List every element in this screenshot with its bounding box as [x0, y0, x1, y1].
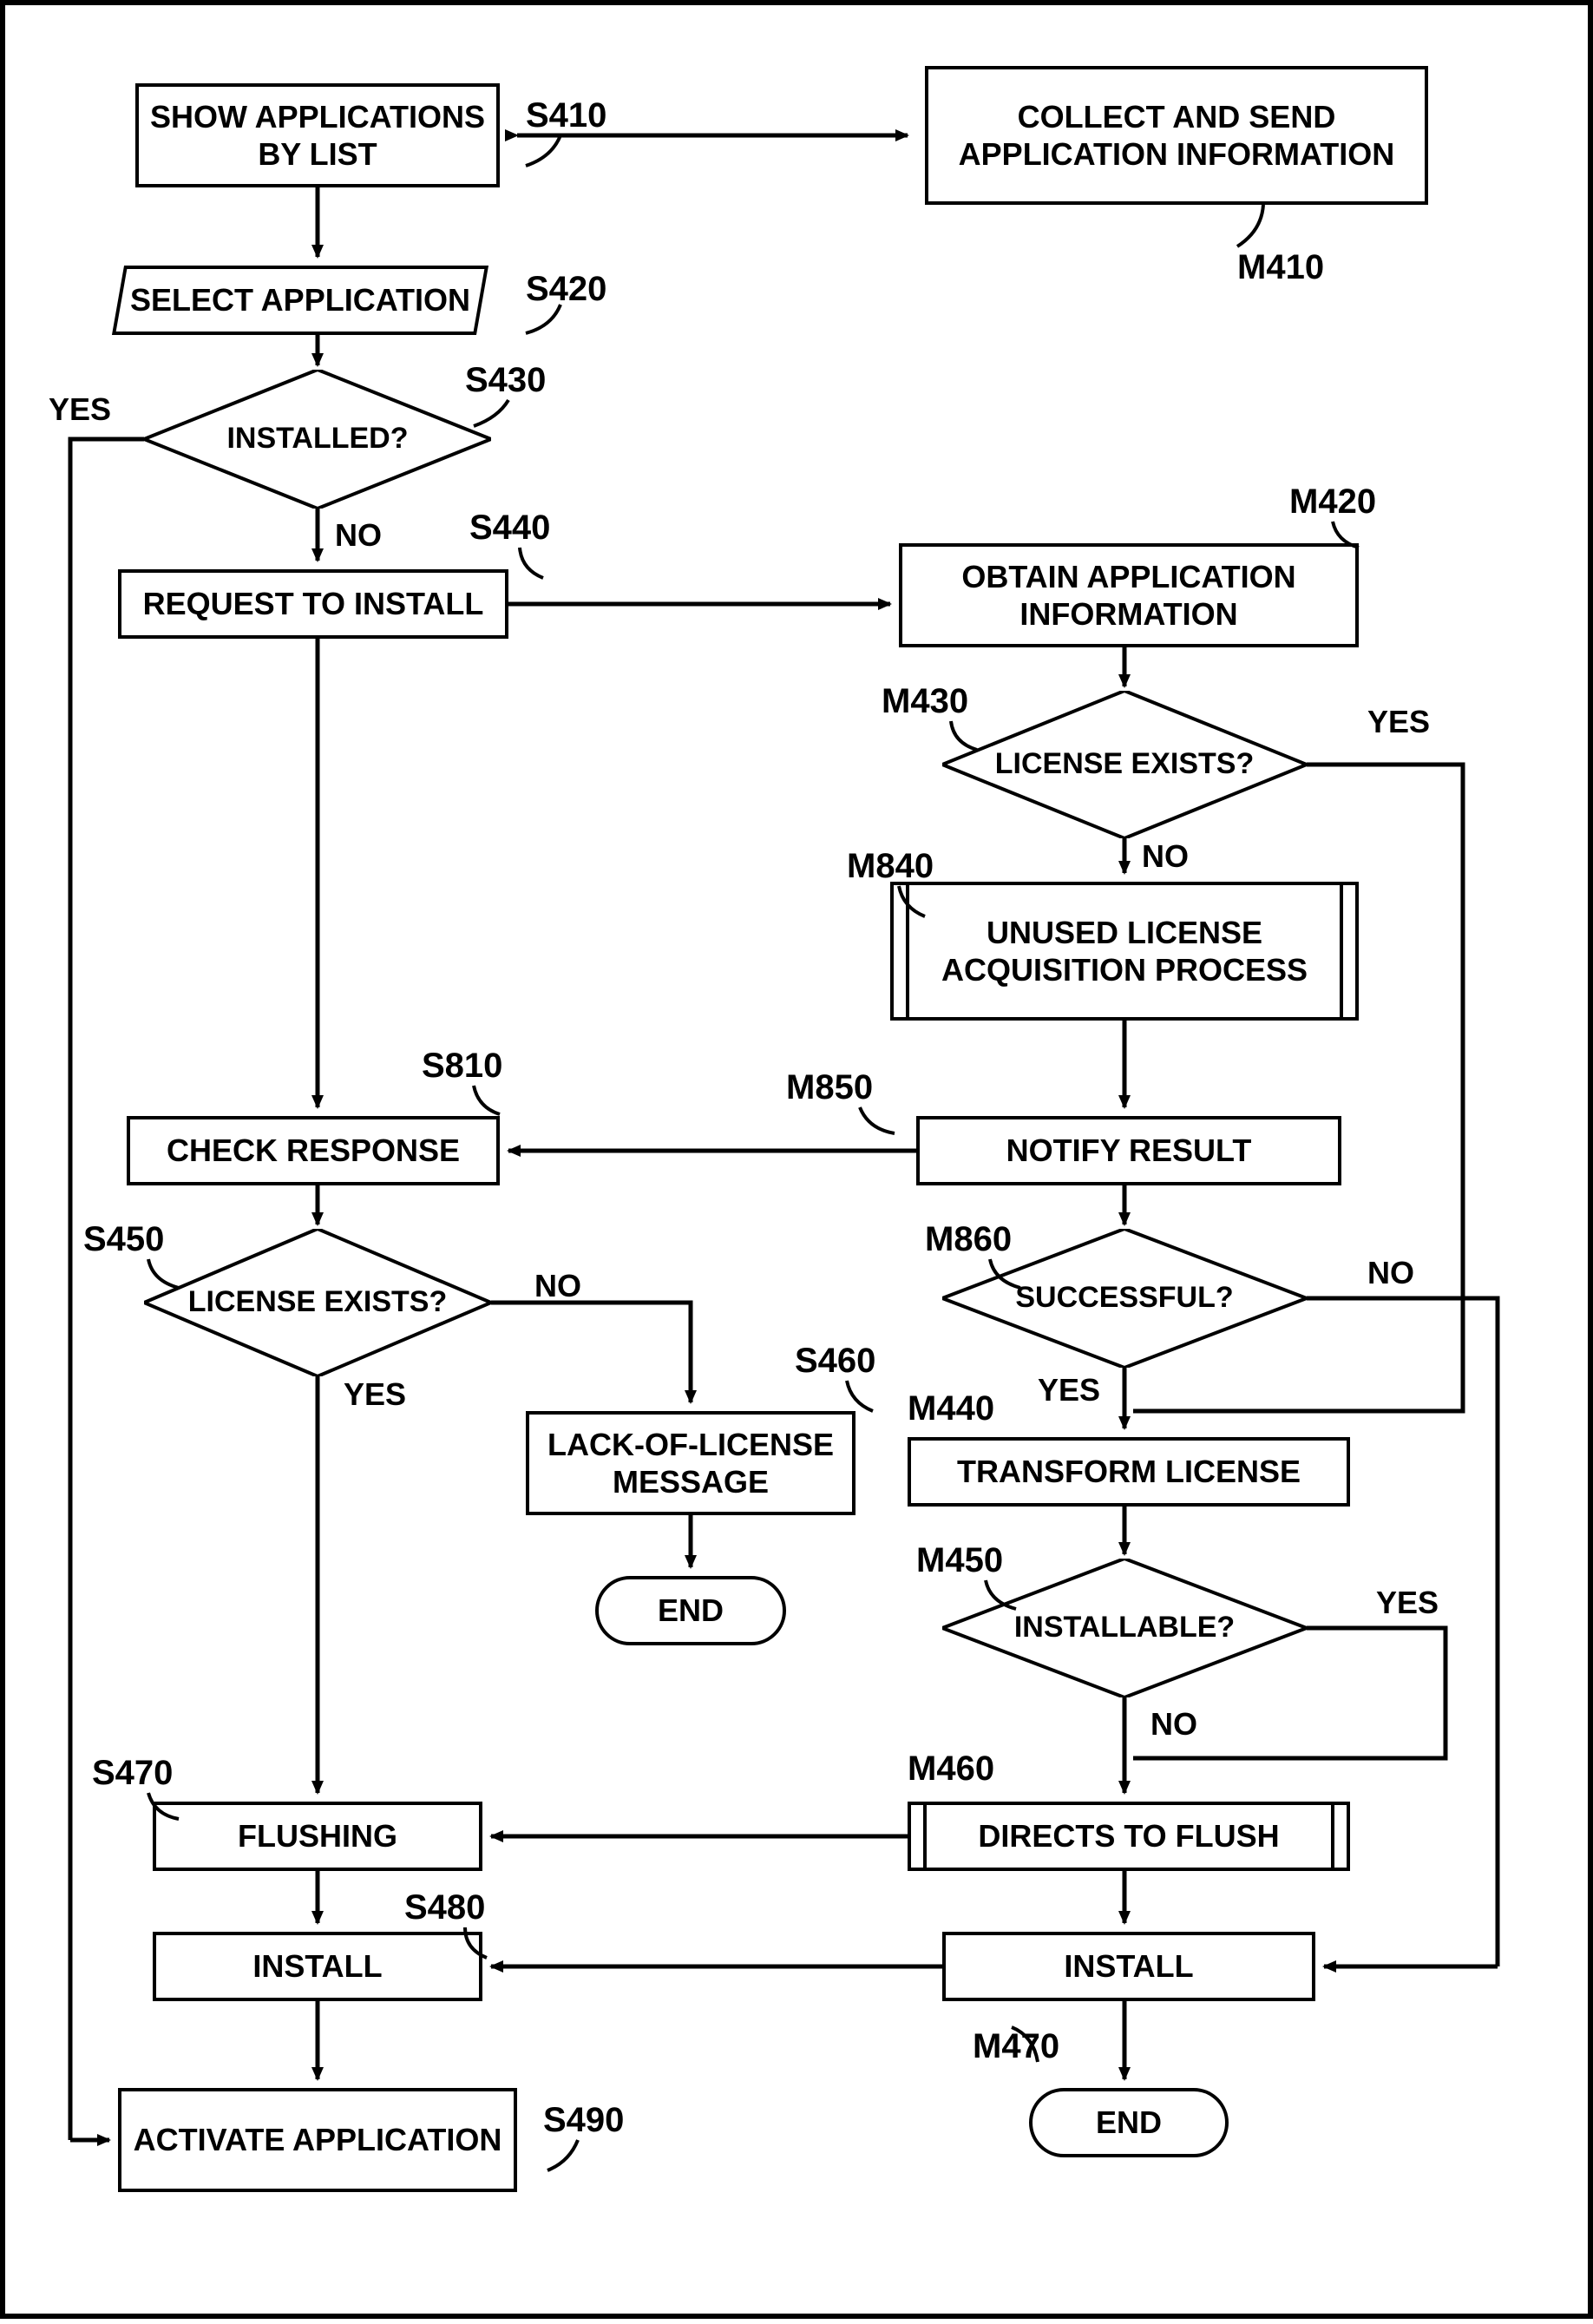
node-m840: UNUSED LICENSE ACQUISITION PROCESS: [890, 882, 1359, 1021]
node-s460: LACK-OF-LICENSE MESSAGE: [526, 1411, 856, 1515]
label-s430: S430: [465, 361, 546, 400]
node-s430: INSTALLED?: [144, 370, 491, 509]
edge-no-m860: NO: [1367, 1255, 1414, 1291]
node-m410: COLLECT AND SEND APPLICATION INFORMATION: [925, 66, 1428, 205]
flowchart-canvas: SHOW APPLICATIONS BY LIST S410 COLLECT A…: [0, 0, 1593, 2319]
label-s440: S440: [469, 509, 550, 548]
node-s810: CHECK RESPONSE: [127, 1116, 500, 1185]
edge-no-s450: NO: [534, 1268, 581, 1304]
label-m460: M460: [908, 1750, 994, 1789]
node-m850: NOTIFY RESULT: [916, 1116, 1341, 1185]
label-m450: M450: [916, 1541, 1003, 1580]
edge-yes-m430: YES: [1367, 704, 1430, 740]
edge-no-s430: NO: [335, 517, 382, 554]
node-s480: INSTALL: [153, 1932, 482, 2001]
label-m420: M420: [1289, 483, 1376, 522]
edge-yes-m450: YES: [1376, 1585, 1439, 1621]
label-m430: M430: [882, 682, 968, 721]
edge-no-m430: NO: [1142, 838, 1189, 875]
node-s420: SELECT APPLICATION: [112, 266, 488, 335]
label-s420: S420: [526, 270, 606, 309]
label-m470: M470: [973, 2027, 1059, 2066]
edge-yes-s430: YES: [49, 391, 111, 428]
node-m430: LICENSE EXISTS?: [942, 691, 1307, 838]
node-s440: REQUEST TO INSTALL: [118, 569, 508, 639]
label-s450: S450: [83, 1220, 164, 1259]
edge-yes-s450: YES: [344, 1376, 406, 1413]
label-m440: M440: [908, 1389, 994, 1428]
node-end1: END: [595, 1576, 786, 1645]
node-s490: ACTIVATE APPLICATION: [118, 2088, 517, 2192]
label-s470: S470: [92, 1754, 173, 1793]
label-s810: S810: [422, 1047, 502, 1086]
edge-no-m450: NO: [1150, 1706, 1197, 1743]
node-m440: TRANSFORM LICENSE: [908, 1437, 1350, 1507]
label-m410: M410: [1237, 248, 1324, 287]
node-m460: DIRECTS TO FLUSH: [908, 1802, 1350, 1871]
node-end2: END: [1029, 2088, 1229, 2157]
label-m840: M840: [847, 847, 934, 886]
label-m860: M860: [925, 1220, 1012, 1259]
label-s410: S410: [526, 96, 606, 135]
node-s450: LICENSE EXISTS?: [144, 1229, 491, 1376]
label-s460: S460: [795, 1342, 875, 1381]
label-s490: S490: [543, 2101, 624, 2140]
node-s410: SHOW APPLICATIONS BY LIST: [135, 83, 500, 187]
label-m850: M850: [786, 1068, 873, 1107]
node-m470: INSTALL: [942, 1932, 1315, 2001]
node-m420: OBTAIN APPLICATION INFORMATION: [899, 543, 1359, 647]
node-s470: FLUSHING: [153, 1802, 482, 1871]
label-s480: S480: [404, 1888, 485, 1927]
edge-yes-m860: YES: [1038, 1372, 1100, 1408]
